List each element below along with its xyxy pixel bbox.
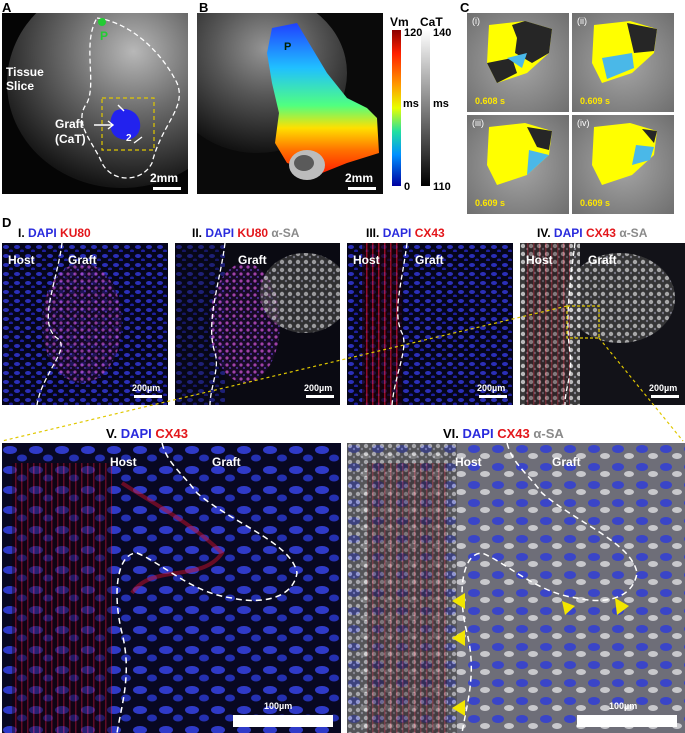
panel-c-frame-4-label: (iv) [577,118,590,128]
vm-min-label: 0 [404,181,411,193]
panel-c-frame-4: (iv) 0.609 s [572,115,674,214]
vm-unit-label: ms [403,98,419,110]
d6-marker-2: α-SA [533,426,564,441]
d3-graft-label: Graft [415,253,444,267]
d3-marker: CX43 [414,226,445,240]
cat-unit-label: ms [433,98,449,110]
d3-dapi: DAPI [382,226,412,240]
panel-c-frame-3: (iii) 0.609 s [467,115,569,214]
d2-marker-2: α-SA [271,226,300,240]
panel-a-image: P Tissue Slice Graft (CaT) 2 2mm [2,13,188,194]
d5-host-label: Host [110,455,137,469]
d3-scale-bar [479,395,507,398]
d6-host-label: Host [455,455,482,469]
cat-max-label: 140 [433,27,452,39]
d1-image: Host Graft 200µm [2,243,168,405]
d4-marker-2: α-SA [619,226,648,240]
d1-graft-label: Graft [68,253,97,267]
d4-scale-bar [651,395,679,398]
d5-marker: CX43 [155,426,188,441]
d2-title: II. DAPI KU80 α-SA [192,226,299,240]
d6-dapi: DAPI [462,426,494,441]
d6-scale-label: 100µm [609,701,638,711]
panel-c-frame-2: (ii) 0.609 s [572,13,674,112]
panel-letter-c: C [460,0,470,15]
d5-graft-label: Graft [212,455,241,469]
panel-a-marker-p: P [100,29,109,43]
d1-host-label: Host [8,253,35,267]
d2-scale-label: 200µm [304,383,333,393]
d1-title: I. DAPI KU80 [18,226,91,240]
d2-scale-bar [306,395,334,398]
panel-c-frame-1-time: 0.608 s [475,96,506,106]
d1-scale-bar [134,395,162,398]
panel-b-scale-label: 2mm [345,171,374,185]
panel-letter-a: A [2,0,12,15]
d5-image: Host Graft 100µm [2,443,341,733]
panel-a-graft-label-2: (CaT) [55,132,86,146]
d6-graft-label: Graft [552,455,581,469]
panel-letter-b: B [199,0,209,15]
d1-marker: KU80 [60,226,91,240]
d2-dapi: DAPI [205,226,235,240]
cat-title: CaT [420,15,443,29]
panel-a-scale-label: 2mm [150,171,179,185]
panel-a-tissue-label-1: Tissue [6,65,44,79]
panel-a-graft-label-1: Graft [55,117,84,131]
d1-dapi: DAPI [28,226,57,240]
d2-graft-label: Graft [238,253,267,267]
cat-colorbar [421,30,430,186]
d3-host-label: Host [353,253,380,267]
panel-letter-d: D [2,215,12,230]
d4-marker: CX43 [585,226,616,240]
d2-image: Graft 200µm [175,243,340,405]
d4-title: IV. DAPI CX43 α-SA [537,226,647,240]
panel-b-map-svg [197,13,379,180]
d6-numeral: VI. [443,426,459,441]
panel-c-frame-3-label: (iii) [472,118,484,128]
d5-dapi: DAPI [120,426,152,441]
d6-marker: CX43 [497,426,530,441]
d5-scale-bar [233,715,333,727]
d2-numeral: II. [192,226,203,240]
panel-a-tissue-svg [7,13,188,188]
panel-b-scale-bar [348,187,376,190]
panel-a-arrow-number: 2 [126,133,132,144]
d3-scale-label: 200µm [477,383,506,393]
d2-marker: KU80 [237,226,269,240]
d6-title: VI. DAPI CX43 α-SA [443,426,564,441]
d3-image: Host Graft 200µm [347,243,513,405]
panel-c-frame-1: (i) 0.608 s [467,13,569,112]
d4-host-label: Host [526,253,553,267]
d3-title: III. DAPI CX43 [366,226,445,240]
panel-c-frame-2-label: (ii) [577,16,587,26]
d5-title: V. DAPI CX43 [106,426,188,441]
d4-graft-label: Graft [588,253,617,267]
vm-max-label: 120 [404,27,423,39]
panel-c-frame-4-time: 0.609 s [580,198,611,208]
panel-b-image: P 2mm [197,13,383,194]
panel-c-frame-1-label: (i) [472,16,480,26]
d4-numeral: IV. [537,226,551,240]
d3-numeral: III. [366,226,380,240]
d1-numeral: I. [18,226,25,240]
d5-scale-label: 100µm [264,701,293,711]
cat-min-label: 110 [433,181,451,193]
panel-c-frame-2-time: 0.609 s [580,96,611,106]
d4-scale-label: 200µm [649,383,678,393]
d6-scale-bar [577,715,677,727]
d5-numeral: V. [106,426,118,441]
d1-scale-label: 200µm [132,383,161,393]
vm-title: Vm [390,15,409,29]
d4-dapi: DAPI [553,226,583,240]
d6-image: Host Graft 100µm [347,443,685,733]
panel-a-tissue-label-2: Slice [6,79,35,93]
panel-c-frame-3-time: 0.609 s [475,198,506,208]
panel-a-scale-bar [153,187,181,190]
d4-image: Host Graft 200µm [520,243,685,405]
panel-b-marker-p: P [284,41,292,53]
vm-colorbar [392,30,401,186]
